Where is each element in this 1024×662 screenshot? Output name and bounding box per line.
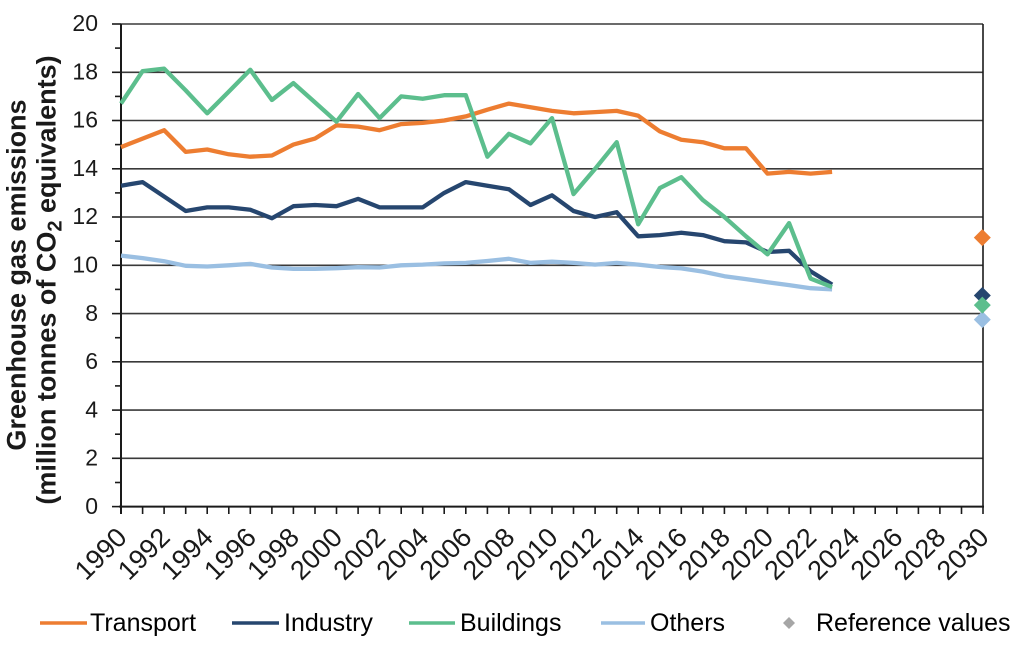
svg-text:18: 18 — [72, 59, 98, 85]
svg-text:(million tonnes of CO2 equival: (million tonnes of CO2 equivalents) — [32, 55, 67, 504]
svg-text:2: 2 — [85, 445, 98, 471]
svg-text:Buildings: Buildings — [460, 609, 561, 637]
svg-text:0: 0 — [85, 493, 98, 519]
svg-text:10: 10 — [72, 252, 98, 278]
svg-text:16: 16 — [72, 107, 98, 133]
svg-text:6: 6 — [85, 348, 98, 374]
svg-text:Greenhouse gas emissions: Greenhouse gas emissions — [1, 99, 31, 450]
svg-text:4: 4 — [85, 396, 98, 422]
svg-text:Reference values: Reference values — [816, 609, 1011, 637]
svg-text:Transport: Transport — [90, 609, 196, 637]
svg-text:Others: Others — [650, 609, 725, 637]
svg-text:12: 12 — [72, 203, 98, 229]
svg-text:8: 8 — [85, 300, 98, 326]
svg-text:Industry: Industry — [284, 609, 373, 637]
svg-text:14: 14 — [72, 155, 98, 181]
svg-text:20: 20 — [72, 10, 98, 36]
